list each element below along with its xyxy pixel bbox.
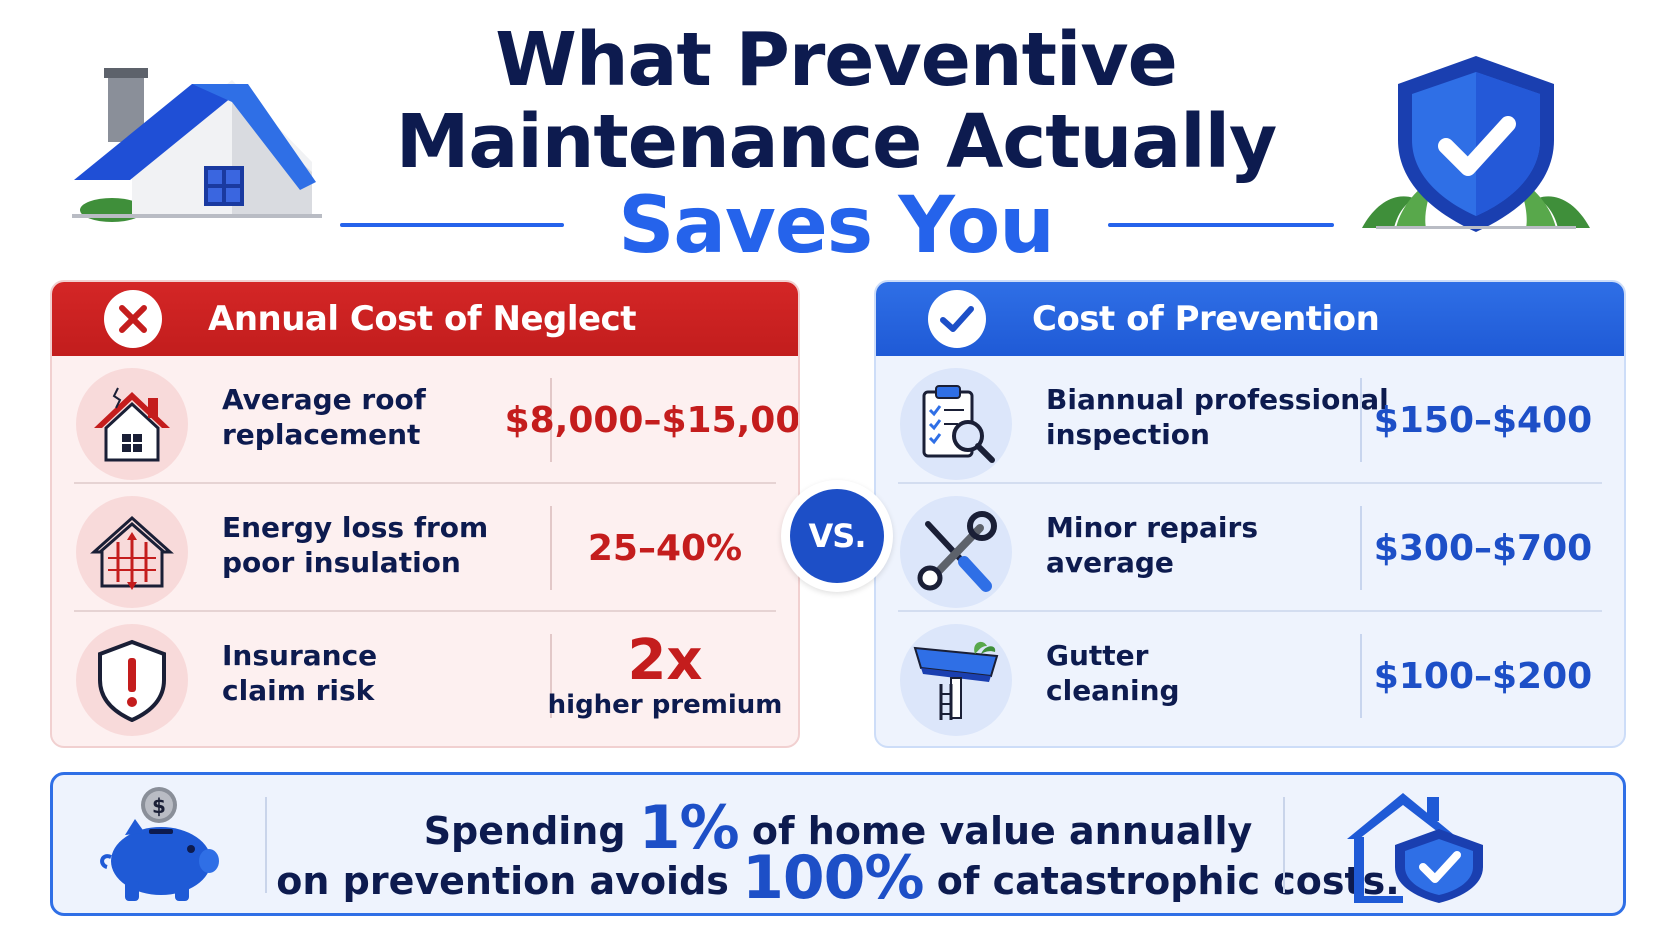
banner-text: of catastrophic costs. [936,859,1400,903]
row-label-line-2: average [1046,546,1174,579]
prevention-row-repairs: Minor repairs average $300–$700 [898,484,1602,612]
damaged-roof-icon [76,368,188,480]
title-rule-left [340,223,564,227]
row-value: 2x [627,628,703,693]
row-label-line-1: Minor repairs [1046,511,1258,544]
row-value: 25–40% [587,527,743,569]
prevention-row-inspection: Biannual professional inspection $150–$4… [898,356,1602,484]
row-label-line-1: Insurance [222,639,378,672]
row-divider [74,610,776,612]
row-label-line-1: Gutter [1046,639,1149,672]
row-value: $8,000–$15,000 [504,399,800,441]
row-label-line-1: Average roof [222,383,426,416]
neglect-panel-title: Annual Cost of Neglect [208,299,636,339]
energy-loss-house-icon [76,496,188,608]
summary-banner: $ Spending 1% of home value annually on … [50,772,1626,916]
neglect-panel: Annual Cost of Neglect Average roof repl… [50,280,800,748]
row-value-sub: higher premium [547,690,783,720]
row-value: $300–$700 [1373,527,1593,569]
banner-separator-right [1283,797,1285,893]
inspection-clipboard-icon [900,368,1012,480]
prevention-panel-title: Cost of Prevention [1032,299,1380,339]
banner-text: of home value annually [751,809,1253,853]
check-mark-icon [928,290,986,348]
shield-check-icon [1356,52,1596,232]
row-label-line-1: Energy loss from [222,511,489,544]
row-separator [550,634,552,718]
banner-separator-left [265,797,267,893]
banner-text: Spending [423,809,626,853]
row-label-line-2: cleaning [1046,674,1180,707]
page-title-line-1: What Preventive [495,17,1178,103]
prevention-panel: Cost of Prevention Biannual professional… [874,280,1626,748]
row-value: $150–$400 [1373,399,1593,441]
neglect-panel-header: Annual Cost of Neglect [52,282,798,356]
row-divider [898,610,1602,612]
row-separator [550,506,552,590]
vs-badge: VS. [781,480,893,592]
page-title-line-2: Maintenance Actually [395,99,1277,185]
house-shield-icon [1343,789,1493,906]
row-label-line-1: Biannual professional [1046,383,1389,416]
page-title-line-3: Saves You [618,181,1055,271]
row-label-line-2: claim risk [222,674,375,707]
warning-shield-icon [76,624,188,736]
wrench-screwdriver-icon [900,496,1012,608]
row-label-line-2: replacement [222,418,421,451]
piggy-bank-icon: $ [95,783,225,907]
banner-highlight: 100% [742,843,924,913]
title-rule-right [1108,223,1334,227]
row-label-line-2: inspection [1046,418,1210,451]
neglect-row-energy: Energy loss from poor insulation 25–40% [74,484,776,612]
gutter-icon [900,624,1012,736]
row-value: $100–$200 [1373,655,1593,697]
svg-text:$: $ [152,794,166,818]
banner-line-2: on prevention avoids 100% of catastrophi… [53,843,1623,913]
row-separator [1360,378,1362,462]
vs-label: VS. [790,489,884,583]
neglect-row-insurance: Insurance claim risk 2x higher premium [74,612,782,740]
row-separator [1360,506,1362,590]
banner-line-1: Spending 1% of home value annually [53,793,1623,863]
row-separator [550,378,552,462]
row-divider [898,482,1602,484]
banner-text: on prevention avoids [276,859,729,903]
row-separator [1360,634,1362,718]
x-mark-icon [104,290,162,348]
header-house-illustration [72,62,322,222]
prevention-row-gutter: Gutter cleaning $100–$200 [898,612,1602,740]
neglect-row-roof: Average roof replacement $8,000–$15,000 [74,356,798,484]
row-divider [74,482,776,484]
prevention-panel-header: Cost of Prevention [876,282,1624,356]
banner-highlight: 1% [638,793,740,863]
row-label-line-2: poor insulation [222,546,461,579]
